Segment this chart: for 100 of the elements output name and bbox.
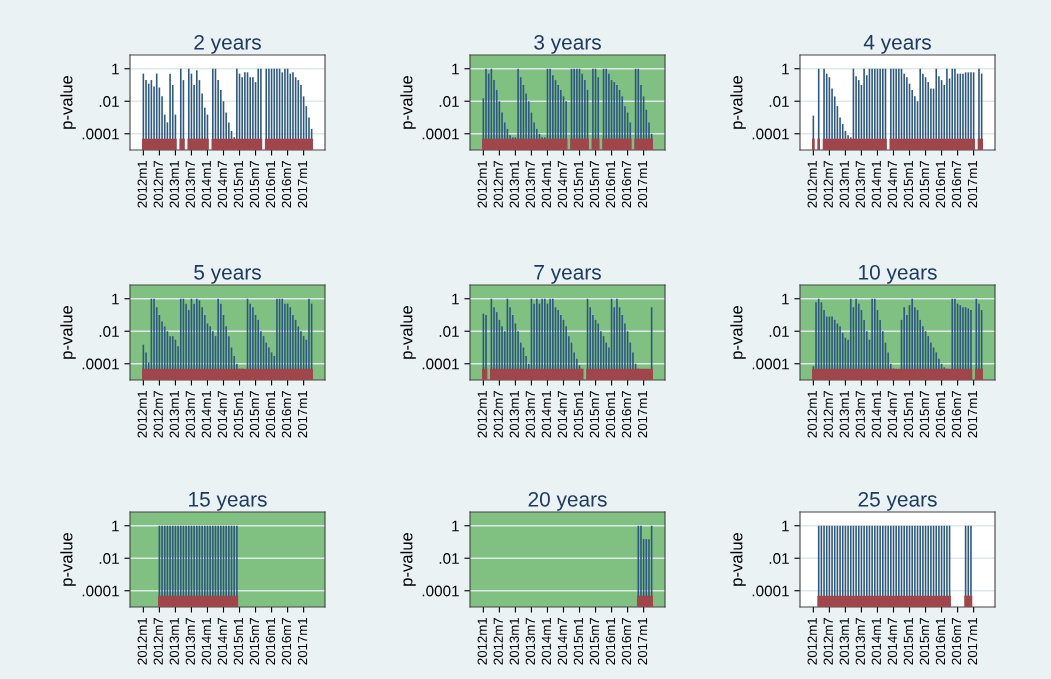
chart-title: 2 years — [194, 34, 261, 54]
y-tick-label: 1 — [112, 293, 119, 305]
chart-title: 5 years — [194, 265, 261, 284]
x-tick-label: 2013m1 — [509, 161, 519, 208]
x-tick-label: 2012m7 — [493, 618, 503, 665]
x-tick-label: 2014m1 — [541, 618, 552, 665]
x-tick-label: 2013m1 — [169, 161, 179, 208]
x-tick-label: 2013m7 — [185, 161, 195, 208]
x-tick-label: 2017m1 — [637, 161, 648, 208]
x-tick-label: 2013m7 — [525, 161, 535, 208]
x-tick-label: 2015m7 — [919, 391, 930, 438]
x-tick-label: 2014m7 — [217, 618, 228, 665]
y-tick-label: .01 — [439, 326, 459, 337]
x-tick-label: 2017m1 — [967, 391, 978, 438]
x-tick-label: 2016m1 — [935, 161, 946, 208]
y-tick-label: .0001 — [422, 128, 459, 140]
x-tick-label: 2012m7 — [823, 618, 833, 665]
x-tick-label: 2015m7 — [919, 618, 930, 665]
x-tick-label: 2015m1 — [573, 391, 584, 438]
x-tick-label: 2016m1 — [265, 391, 276, 438]
y-tick-label: 1 — [782, 63, 789, 75]
x-tick-label: 2012m1 — [807, 391, 817, 438]
x-tick-label: 2014m7 — [887, 391, 898, 438]
x-tick-label: 2013m7 — [855, 618, 865, 665]
y-axis-title: p-value — [60, 75, 76, 129]
y-tick-label: 1 — [112, 63, 119, 75]
x-tick-label: 2015m7 — [589, 161, 600, 208]
x-tick-label: 2015m7 — [589, 618, 600, 665]
x-tick-label: 2014m1 — [871, 618, 882, 665]
y-tick-label: .01 — [99, 96, 119, 107]
x-tick-label: 2015m1 — [233, 161, 244, 208]
x-tick-label: 2014m1 — [201, 618, 212, 665]
y-axis-title: p-value — [730, 75, 746, 129]
x-tick-label: 2013m1 — [839, 618, 849, 665]
x-tick-label: 2016m7 — [951, 161, 962, 208]
x-tick-label: 2014m1 — [871, 391, 882, 438]
x-tick-label: 2013m7 — [525, 618, 535, 665]
x-tick-label: 2012m1 — [137, 161, 147, 208]
x-tick-label: 2015m7 — [249, 391, 260, 438]
x-tick-label: 2014m1 — [201, 161, 212, 208]
y-tick-label: .01 — [769, 553, 789, 564]
y-tick-label: 1 — [782, 520, 789, 532]
x-tick-label: 2013m1 — [169, 618, 179, 665]
y-axis-title: p-value — [730, 532, 746, 586]
x-tick-label: 2014m7 — [887, 618, 898, 665]
x-tick-label: 2012m1 — [807, 618, 817, 665]
x-tick-label: 2014m7 — [217, 391, 228, 438]
x-tick-label: 2013m1 — [839, 391, 849, 438]
y-tick-label: .01 — [769, 326, 789, 337]
x-tick-label: 2013m7 — [855, 161, 865, 208]
x-tick-label: 2015m7 — [589, 391, 600, 438]
x-tick-label: 2015m1 — [233, 391, 244, 438]
y-tick-label: .01 — [439, 553, 459, 564]
x-tick-label: 2017m1 — [297, 161, 308, 208]
chart-title: 7 years — [534, 265, 601, 284]
y-tick-label: .01 — [439, 96, 459, 107]
y-tick-label: .0001 — [752, 585, 789, 597]
y-tick-label: .0001 — [422, 585, 459, 597]
x-tick-label: 2017m1 — [297, 391, 308, 438]
y-axis-title: p-value — [730, 305, 746, 359]
chart-title: 15 years — [189, 492, 267, 511]
x-tick-label: 2015m7 — [919, 161, 930, 208]
x-tick-label: 2013m7 — [525, 391, 535, 438]
x-tick-label: 2016m1 — [605, 161, 616, 208]
x-tick-label: 2017m1 — [297, 618, 308, 665]
chart-title: 20 years — [528, 491, 607, 511]
y-tick-label: .01 — [769, 96, 789, 107]
x-tick-label: 2012m7 — [493, 391, 503, 438]
y-axis-title: p-value — [400, 532, 416, 586]
x-tick-label: 2014m1 — [201, 391, 212, 438]
x-tick-label: 2015m7 — [249, 161, 260, 208]
x-tick-label: 2012m1 — [477, 618, 487, 665]
y-axis-title: p-value — [400, 305, 416, 359]
x-tick-label: 2014m7 — [557, 391, 568, 438]
x-tick-label: 2013m7 — [855, 391, 865, 438]
x-tick-label: 2016m7 — [281, 391, 292, 438]
y-tick-label: .01 — [99, 553, 119, 564]
y-axis-title: p-value — [60, 532, 76, 586]
chart-title: 25 years — [858, 491, 937, 511]
x-tick-label: 2016m1 — [265, 161, 276, 208]
x-tick-label: 2012m1 — [477, 391, 487, 438]
x-tick-label: 2012m1 — [137, 618, 147, 665]
x-tick-label: 2016m1 — [605, 618, 616, 665]
x-tick-label: 2012m7 — [153, 618, 163, 665]
y-tick-label: 1 — [112, 520, 119, 532]
x-tick-label: 2015m1 — [573, 161, 584, 208]
x-tick-label: 2012m1 — [807, 161, 817, 208]
x-tick-label: 2017m1 — [637, 618, 648, 665]
x-tick-label: 2015m1 — [903, 391, 914, 438]
x-tick-label: 2013m7 — [185, 391, 195, 438]
y-tick-label: .0001 — [422, 358, 459, 370]
x-tick-label: 2013m1 — [169, 391, 179, 438]
y-tick-label: .0001 — [752, 128, 789, 140]
x-tick-label: 2014m1 — [541, 161, 552, 208]
chart-title: 4 years — [863, 35, 931, 54]
y-tick-label: 1 — [452, 293, 459, 305]
x-tick-label: 2016m1 — [935, 391, 946, 438]
x-tick-label: 2017m1 — [967, 618, 978, 665]
y-tick-label: .0001 — [82, 128, 119, 140]
x-tick-label: 2016m1 — [265, 618, 276, 665]
